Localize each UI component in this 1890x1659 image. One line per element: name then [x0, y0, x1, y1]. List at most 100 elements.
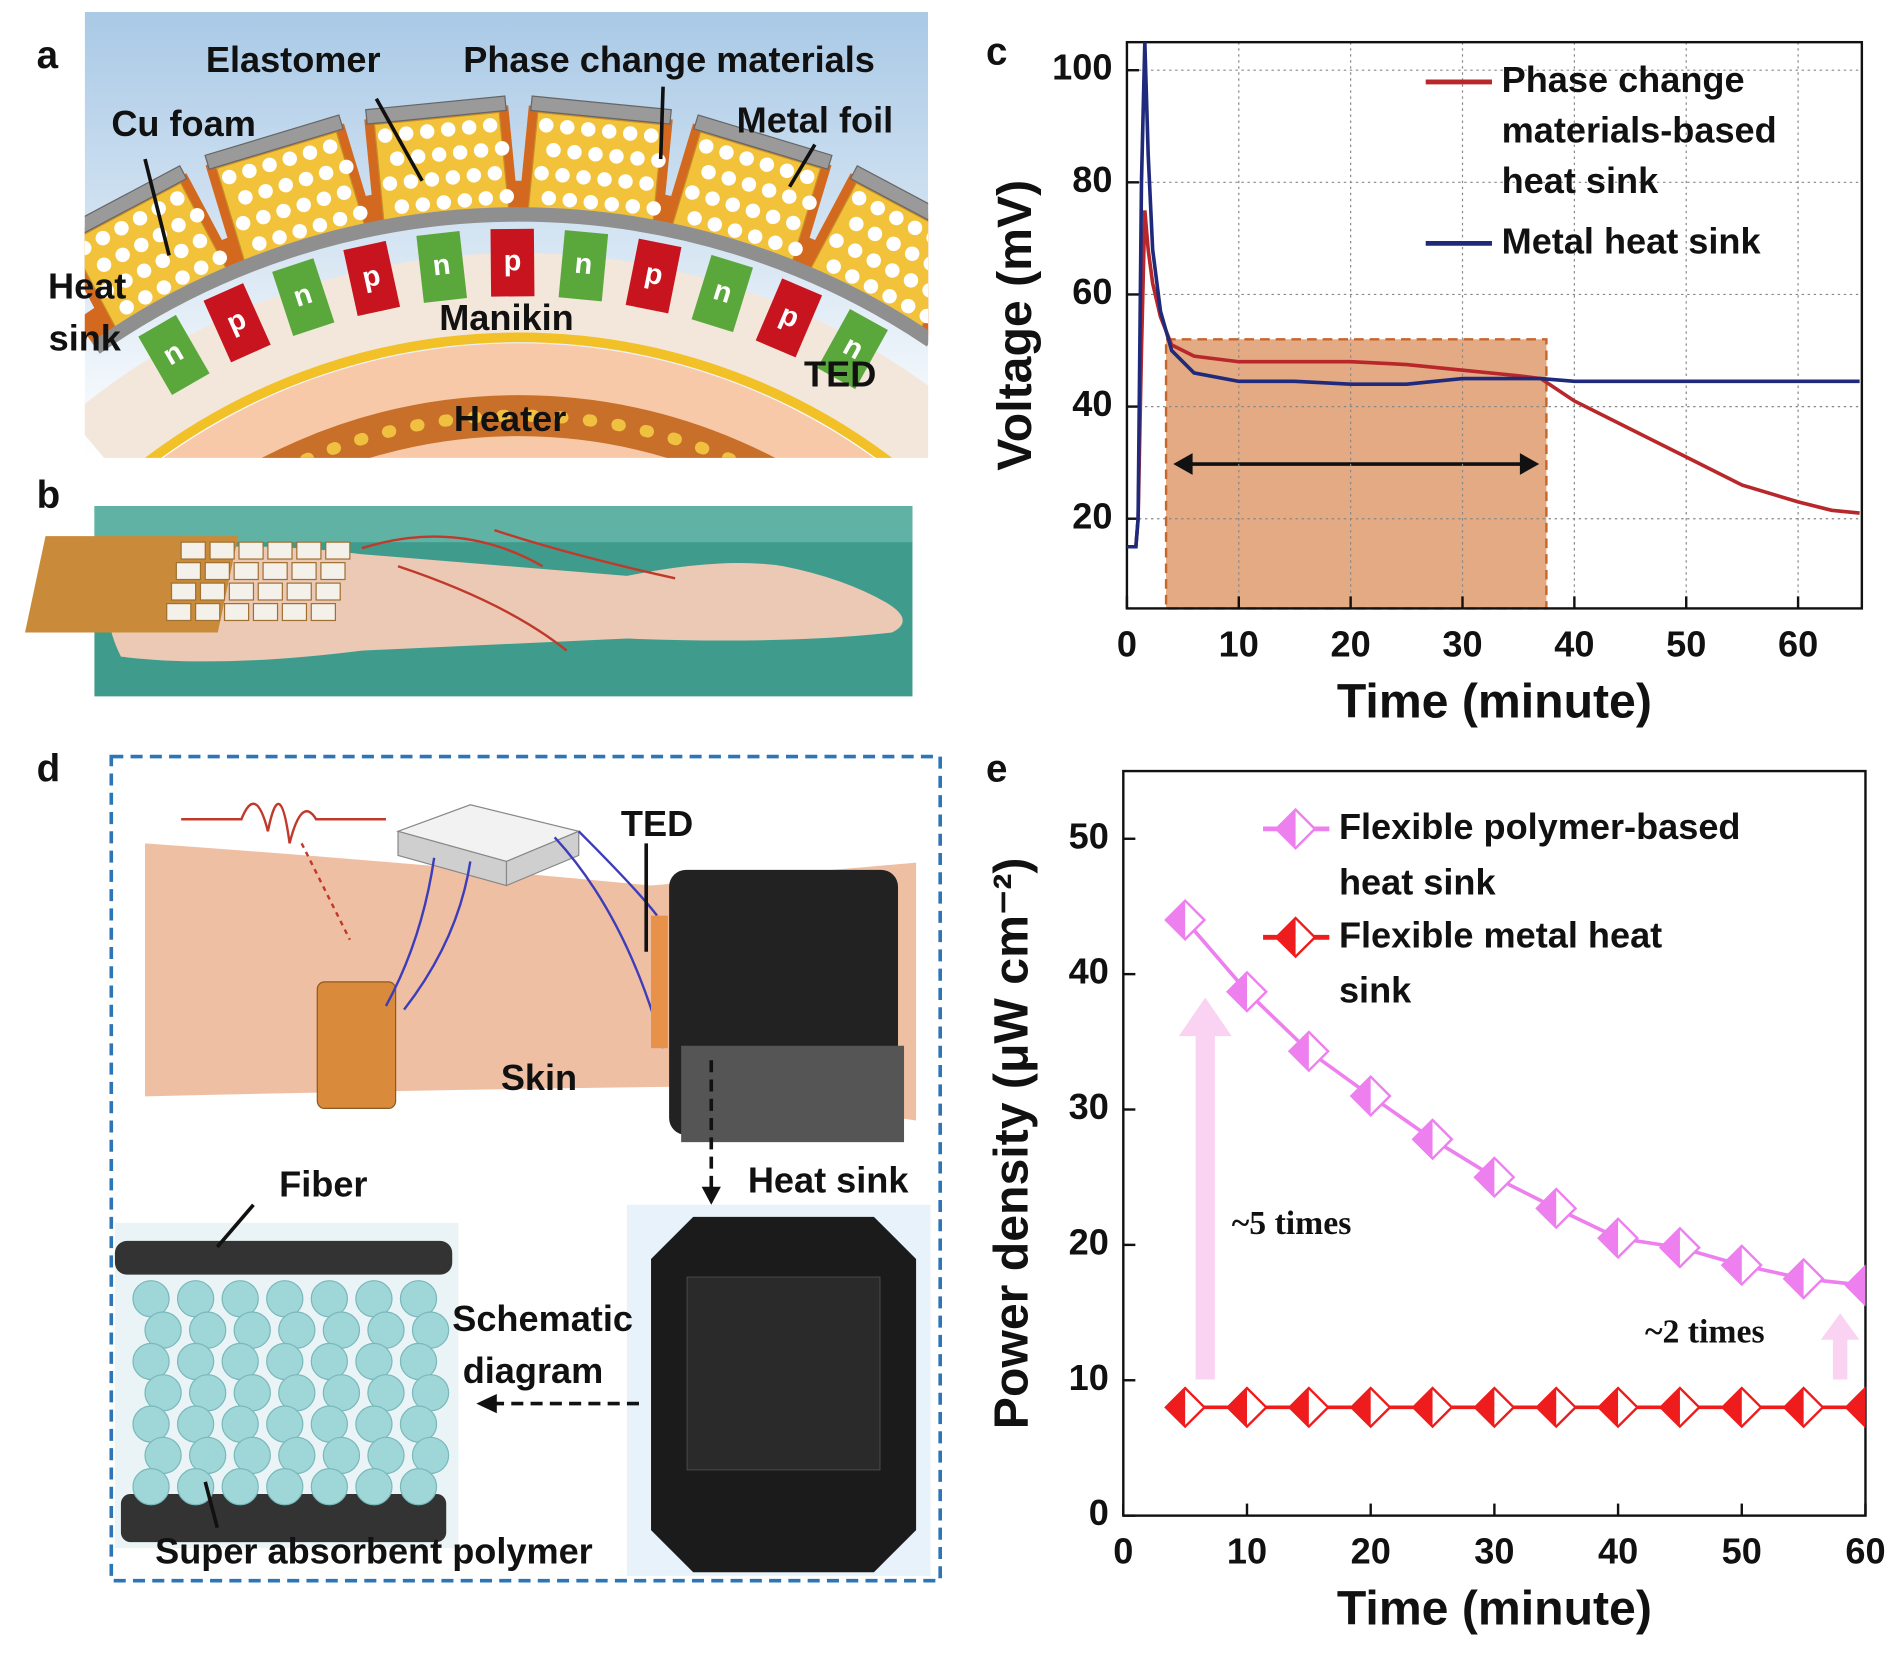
marker — [1597, 1217, 1640, 1260]
pore — [312, 217, 328, 233]
tile — [175, 562, 202, 581]
pointer — [300, 842, 351, 941]
pore — [252, 236, 267, 251]
series-group — [1126, 42, 1860, 549]
pore — [721, 171, 736, 186]
heat-sink-block — [661, 114, 833, 270]
pore — [482, 118, 498, 133]
marker — [1535, 1187, 1578, 1230]
pore — [445, 170, 461, 185]
pore — [826, 259, 841, 274]
pore — [719, 145, 734, 160]
n-leg — [138, 314, 210, 396]
label: diagram — [463, 1350, 604, 1391]
pore — [478, 191, 494, 206]
marker-half — [1722, 1245, 1742, 1285]
ted-leg: p — [755, 278, 823, 358]
y-tick-label: 60 — [1072, 271, 1112, 312]
pore — [394, 199, 410, 214]
y-tick-label: 30 — [1069, 1086, 1109, 1127]
pore — [403, 174, 419, 189]
pore — [889, 210, 904, 226]
annotation-arrow — [1820, 1313, 1860, 1380]
pore — [904, 246, 920, 261]
pore — [802, 195, 817, 210]
pore — [339, 159, 354, 175]
marker-half — [1289, 1032, 1309, 1071]
marker-half — [1276, 809, 1296, 849]
ted-leg: n — [817, 309, 888, 390]
sphere — [221, 1342, 259, 1381]
tile — [257, 582, 283, 601]
legend-label: Flexible metal heat sink — [1339, 914, 1662, 1010]
leg-label: n — [431, 249, 452, 283]
marker — [1473, 1156, 1516, 1199]
heat-sink-photo — [686, 1276, 881, 1471]
pore — [171, 217, 186, 233]
marker-half — [1660, 1228, 1680, 1267]
heat-sink-band — [681, 1045, 905, 1143]
pore — [701, 165, 716, 180]
arrow — [476, 1393, 497, 1414]
panel-label: e — [986, 747, 1007, 790]
y-tick-label: 100 — [1052, 47, 1112, 88]
pore — [256, 209, 271, 225]
tile — [180, 541, 206, 560]
background — [94, 506, 913, 543]
plot-frame — [1122, 769, 1867, 1517]
diagram-a-labels: Elastomer Phase change materials Cu foam… — [48, 39, 893, 439]
sphere — [221, 1405, 259, 1443]
chart: 0 10 20 30 40 50 60 0 10 20 30 40 50 Time (minute) Pow… — [985, 769, 1886, 1636]
sphere — [132, 1342, 170, 1381]
leader — [203, 1481, 220, 1529]
p-leg — [490, 228, 535, 297]
heater — [262, 395, 775, 458]
y-axis-label: Power density (μW cm⁻²) — [985, 858, 1039, 1430]
sphere — [278, 1436, 316, 1475]
x-tick-label: 60 — [1845, 1531, 1885, 1572]
pore — [170, 191, 185, 206]
series-group — [1164, 898, 1866, 1429]
pore — [242, 163, 257, 179]
ted-leg: n — [691, 254, 753, 333]
n-leg — [416, 230, 467, 303]
pore — [118, 273, 133, 288]
sphere — [411, 1311, 450, 1349]
pore — [768, 235, 783, 250]
pore — [546, 142, 561, 158]
sphere — [367, 1436, 405, 1475]
pore — [866, 253, 881, 268]
leader — [374, 97, 424, 182]
marker-half — [1351, 1076, 1371, 1116]
pore — [622, 126, 638, 141]
pore — [788, 241, 803, 257]
marker — [1287, 1386, 1330, 1429]
marker-half — [1227, 1388, 1248, 1427]
chart: 0 10 20 30 40 50 60 20 40 60 80 100 Time (minute) Vol… — [988, 40, 1864, 729]
pore — [725, 197, 740, 212]
pore — [919, 308, 929, 324]
leader — [143, 158, 171, 256]
pore — [278, 177, 294, 193]
pore — [473, 143, 489, 158]
y-tick-label: 10 — [1069, 1357, 1109, 1398]
pore — [175, 270, 190, 285]
frame — [109, 754, 942, 1583]
pore — [597, 172, 612, 187]
pore — [707, 217, 723, 232]
tile — [286, 582, 312, 601]
sphere — [144, 1311, 182, 1349]
p-leg — [203, 283, 271, 363]
n-leg — [691, 254, 753, 333]
marker — [1226, 1386, 1268, 1429]
marker-half — [1276, 918, 1296, 957]
x-tick-label: 30 — [1474, 1531, 1514, 1572]
sphere — [266, 1342, 304, 1381]
fiber — [120, 1493, 447, 1543]
leg-label: p — [642, 257, 666, 292]
marker-half — [1598, 1388, 1619, 1427]
sphere — [221, 1468, 259, 1506]
wire — [384, 830, 665, 1049]
tile — [195, 602, 221, 622]
